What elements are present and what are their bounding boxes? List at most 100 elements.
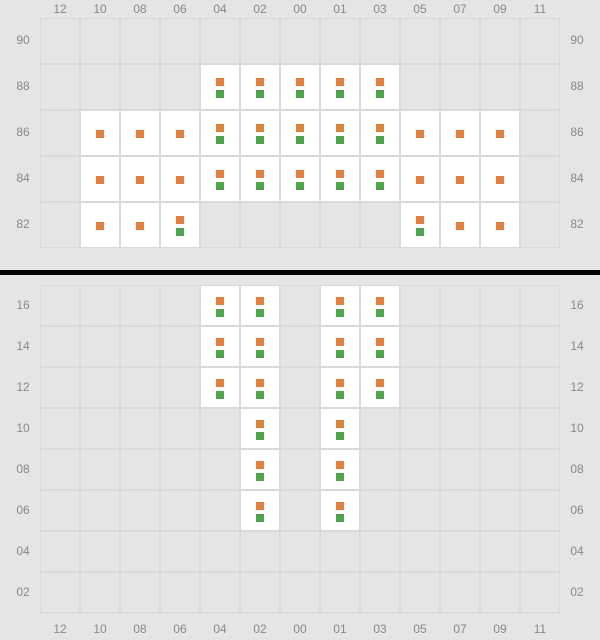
marker-orange xyxy=(136,130,144,138)
row-label: 90 xyxy=(8,33,38,47)
grid-cell xyxy=(160,490,200,531)
grid-cell xyxy=(200,156,240,202)
grid-cell xyxy=(280,326,320,367)
grid-cell xyxy=(40,449,80,490)
col-label: 01 xyxy=(320,622,360,636)
row-label: 84 xyxy=(562,171,592,185)
grid-cell xyxy=(520,490,560,531)
grid-cell xyxy=(360,408,400,449)
marker-orange xyxy=(416,176,424,184)
grid-cell xyxy=(480,110,520,156)
marker-orange xyxy=(256,78,264,86)
grid-cell xyxy=(400,531,440,572)
grid-cell xyxy=(240,367,280,408)
grid-cell xyxy=(80,110,120,156)
marker-orange xyxy=(376,297,384,305)
marker-orange xyxy=(336,297,344,305)
grid-cell xyxy=(360,531,400,572)
grid-cell xyxy=(520,156,560,202)
grid-cell xyxy=(320,285,360,326)
grid-cell xyxy=(200,490,240,531)
grid-cell xyxy=(440,156,480,202)
marker-green xyxy=(336,136,344,144)
grid-cell xyxy=(160,449,200,490)
marker-green xyxy=(296,182,304,190)
marker-green xyxy=(256,350,264,358)
marker-green xyxy=(376,309,384,317)
grid-cell xyxy=(400,64,440,110)
row-label: 04 xyxy=(8,544,38,558)
grid-cell xyxy=(160,326,200,367)
grid-cell xyxy=(360,326,400,367)
marker-orange xyxy=(216,379,224,387)
col-label: 06 xyxy=(160,2,200,16)
marker-orange xyxy=(336,338,344,346)
marker-orange xyxy=(376,124,384,132)
grid-cell xyxy=(120,572,160,613)
row-label: 06 xyxy=(8,503,38,517)
grid-cell xyxy=(520,408,560,449)
marker-green xyxy=(296,136,304,144)
col-label: 10 xyxy=(80,622,120,636)
grid-cell xyxy=(320,490,360,531)
marker-green xyxy=(336,514,344,522)
grid-cell xyxy=(520,449,560,490)
top-panel: 1210080604020001030507091190908888868684… xyxy=(0,0,600,270)
col-label: 02 xyxy=(240,622,280,636)
grid-cell xyxy=(320,110,360,156)
marker-orange xyxy=(256,297,264,305)
grid-cell xyxy=(200,202,240,248)
grid-cell xyxy=(40,156,80,202)
row-label: 82 xyxy=(562,217,592,231)
marker-orange xyxy=(216,338,224,346)
col-label: 12 xyxy=(40,2,80,16)
grid-cell xyxy=(400,18,440,64)
col-label: 10 xyxy=(80,2,120,16)
marker-orange xyxy=(456,130,464,138)
grid-cell xyxy=(360,18,400,64)
marker-orange xyxy=(336,461,344,469)
col-label: 00 xyxy=(280,2,320,16)
grid-cell xyxy=(320,64,360,110)
grid-cell xyxy=(200,326,240,367)
marker-orange xyxy=(216,297,224,305)
grid-cell xyxy=(120,285,160,326)
grid-cell xyxy=(280,64,320,110)
marker-orange xyxy=(336,170,344,178)
grid-cell xyxy=(440,326,480,367)
grid-cell xyxy=(120,156,160,202)
grid-cell xyxy=(120,367,160,408)
grid-cell xyxy=(200,64,240,110)
grid-cell xyxy=(480,367,520,408)
col-label: 09 xyxy=(480,622,520,636)
grid-cell xyxy=(360,572,400,613)
grid-cell xyxy=(80,326,120,367)
col-label: 03 xyxy=(360,622,400,636)
col-label: 11 xyxy=(520,2,560,16)
grid-cell xyxy=(520,531,560,572)
marker-green xyxy=(216,182,224,190)
marker-green xyxy=(216,309,224,317)
grid-cell xyxy=(80,408,120,449)
marker-orange xyxy=(96,222,104,230)
grid-cell xyxy=(400,408,440,449)
bottom-panel: 1210080604020001030507091116161414121210… xyxy=(0,275,600,640)
col-label: 01 xyxy=(320,2,360,16)
grid-cell xyxy=(120,490,160,531)
grid-cell xyxy=(520,285,560,326)
col-label: 05 xyxy=(400,622,440,636)
row-label: 14 xyxy=(562,339,592,353)
grid-cell xyxy=(400,572,440,613)
grid-cell xyxy=(80,531,120,572)
grid-cell xyxy=(320,572,360,613)
marker-orange xyxy=(336,502,344,510)
col-label: 08 xyxy=(120,622,160,636)
grid-cell xyxy=(480,285,520,326)
grid-cell xyxy=(200,110,240,156)
marker-green xyxy=(216,350,224,358)
marker-orange xyxy=(216,78,224,86)
grid-cell xyxy=(160,156,200,202)
marker-orange xyxy=(256,379,264,387)
row-label: 86 xyxy=(8,125,38,139)
grid-cell xyxy=(520,202,560,248)
